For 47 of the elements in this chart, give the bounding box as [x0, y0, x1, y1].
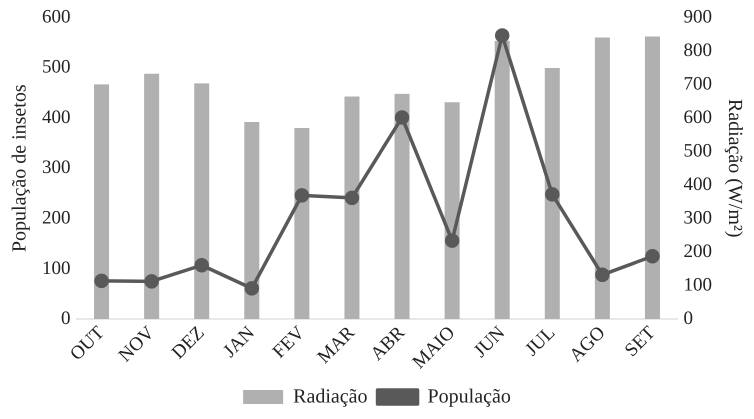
point	[194, 258, 209, 273]
legend-label: População	[428, 385, 511, 408]
y2-tick-label: 800	[684, 40, 712, 61]
y2-tick-label: 400	[684, 174, 712, 195]
legend-label: Radiação	[293, 385, 368, 408]
bar	[344, 96, 360, 320]
point	[444, 233, 460, 248]
bar	[294, 128, 310, 320]
y2-tick-label: 500	[684, 140, 712, 162]
x-tick-label: SET	[620, 322, 660, 362]
point	[144, 274, 159, 289]
bar	[594, 38, 610, 320]
bar	[644, 36, 660, 320]
y2-tick-label: 0	[684, 308, 693, 330]
point	[244, 281, 260, 296]
y2-tick-label: 700	[684, 73, 712, 94]
y-tick-label: 0	[61, 308, 70, 330]
bar	[544, 68, 560, 320]
point	[94, 274, 109, 288]
y2-tick-label: 600	[684, 106, 712, 128]
y2-axis-title: Radiação (W/m²)	[724, 98, 746, 238]
y2-tick-label: 100	[684, 274, 712, 296]
point	[494, 28, 510, 43]
y-tick-label: 200	[42, 207, 70, 228]
point	[394, 110, 410, 125]
bar	[144, 74, 160, 320]
point	[294, 188, 310, 203]
y2-tick-label: 200	[684, 241, 712, 262]
y-tick-label: 300	[42, 157, 70, 178]
y2-tick-label: 300	[684, 207, 712, 228]
bar	[244, 122, 260, 320]
point	[595, 268, 610, 282]
y-tick-label: 500	[42, 56, 70, 78]
y2-tick-label: 900	[684, 6, 712, 28]
bar	[194, 83, 210, 320]
point	[645, 248, 660, 264]
y-axis-title: População de insetos	[8, 84, 30, 252]
y-tick-label: 100	[42, 258, 70, 279]
bar	[494, 40, 510, 320]
point	[545, 187, 560, 202]
y-tick-label: 400	[42, 106, 70, 128]
bar	[394, 94, 410, 320]
bar	[94, 84, 110, 320]
bar	[444, 102, 460, 320]
point	[344, 190, 360, 206]
y-tick-label: 600	[42, 6, 70, 28]
x-tick-label: JUL	[521, 322, 560, 360]
